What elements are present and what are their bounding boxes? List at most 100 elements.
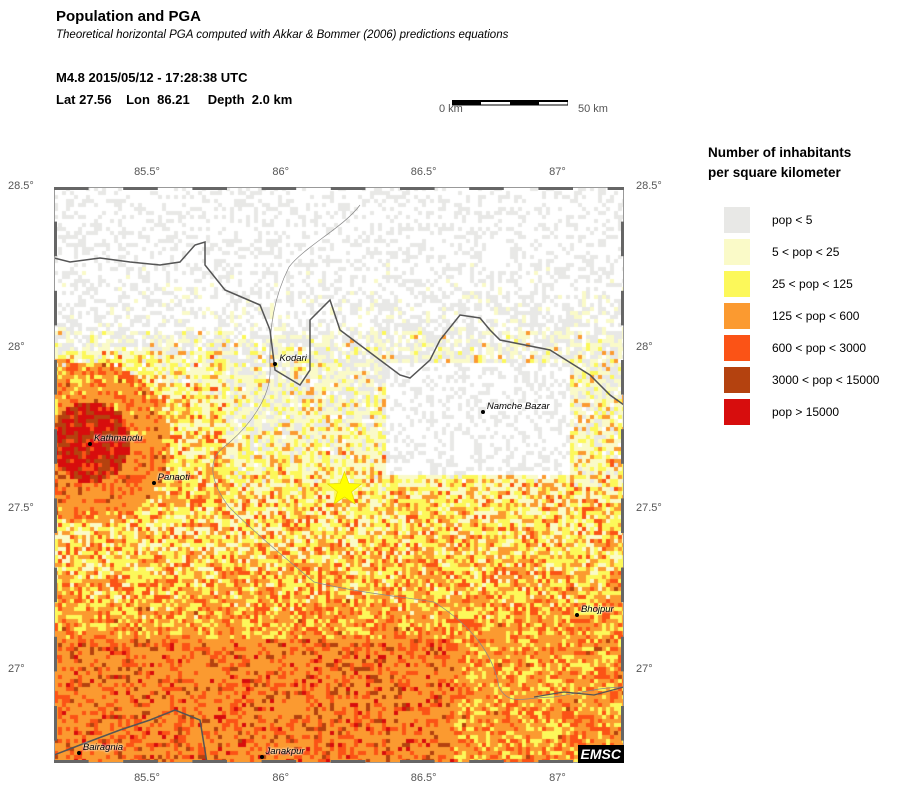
- city-label: Janakpur: [265, 745, 305, 757]
- legend-swatch: [724, 367, 750, 393]
- star-icon: [326, 470, 363, 505]
- population-map[interactable]: Kathmandu Panaoti Kodari Namche Bazar Bhojpu…: [54, 187, 624, 763]
- lon-tick-label: 85.5°: [134, 166, 160, 178]
- legend-label: 600 < pop < 3000: [772, 341, 867, 355]
- legend-title-line2: per square kilometer: [708, 165, 841, 180]
- country-border-china: [54, 240, 624, 406]
- scale-bar: [451, 93, 569, 106]
- frame-bar: [621, 290, 624, 326]
- frame-bar: [621, 429, 624, 464]
- map-title: Population and PGA: [56, 8, 201, 25]
- city-dot-icon: [87, 442, 92, 447]
- legend-item: 125 < pop < 600: [724, 303, 859, 329]
- map-subtitle: Theoretical horizontal PGA computed with…: [56, 29, 509, 41]
- lon-tick-label: 86°: [272, 166, 290, 178]
- legend-swatch: [724, 207, 750, 233]
- frame-bar: [54, 360, 57, 395]
- legend-title: Number of inhabitants per square kilomet…: [708, 143, 851, 183]
- frame-bar: [621, 706, 624, 741]
- frame-bar: [54, 706, 57, 741]
- epicenter-star-icon[interactable]: [326, 470, 363, 505]
- country-border-india-east: [533, 686, 624, 698]
- city-label: Bairagnia: [82, 742, 124, 754]
- frame-bar: [621, 567, 624, 603]
- scale-bar-graphic: [451, 99, 569, 106]
- map-overlay: [54, 187, 624, 763]
- frame-bar: [607, 187, 624, 190]
- lat-tick-label: 27.5°: [636, 501, 662, 514]
- city-dot-icon: [273, 361, 278, 366]
- city-label: Kathmandu: [93, 433, 143, 445]
- city-dot-icon: [76, 751, 81, 756]
- map-frame: [54, 187, 624, 763]
- legend-item: pop > 15000: [724, 399, 839, 425]
- map-frame-outline: [54, 187, 624, 763]
- frame-bar: [54, 567, 57, 603]
- legend-swatch: [724, 335, 750, 361]
- city-label: Namche Bazar: [486, 401, 550, 413]
- city-dot-icon: [574, 612, 579, 617]
- lon-tick-label: 87°: [549, 166, 566, 178]
- legend-item: pop < 5: [724, 207, 812, 233]
- lat-tick-label: 27°: [636, 662, 653, 675]
- frame-bar: [192, 187, 227, 190]
- scale-start-label: 0 km: [439, 103, 463, 115]
- frame-bar: [469, 187, 504, 190]
- legend-title-line1: Number of inhabitants: [708, 145, 852, 160]
- legend-label: pop < 5: [772, 213, 813, 227]
- legend-label: pop > 15000: [772, 405, 840, 419]
- legend-item: 5 < pop < 25: [724, 239, 839, 265]
- frame-bar: [621, 636, 624, 672]
- event-magnitude-time: M4.8 2015/05/12 - 17:28:38 UTC: [56, 70, 248, 85]
- city-label: Kodari: [279, 352, 307, 364]
- legend-label: 125 < pop < 600: [772, 309, 860, 323]
- legend-item: 600 < pop < 3000: [724, 335, 866, 361]
- frame-bar: [192, 760, 227, 763]
- frame-bar: [400, 187, 435, 190]
- lat-tick-label: 27.5°: [8, 501, 34, 514]
- frame-bar: [261, 760, 297, 763]
- frame-bar: [330, 187, 366, 190]
- frame-bar: [400, 760, 435, 763]
- event-location: Lat 27.56 Lon 86.21 Depth 2.0 km: [56, 92, 293, 107]
- legend-item: 3000 < pop < 15000: [724, 367, 879, 393]
- city-label: Bhojpur: [580, 603, 614, 615]
- city-dot-icon: [259, 754, 264, 759]
- city-dot-icon: [151, 481, 156, 486]
- frame-bar: [123, 187, 158, 190]
- lon-tick-label: 86.5°: [410, 166, 437, 178]
- legend-swatch: [724, 303, 750, 329]
- lat-tick-label: 28°: [636, 340, 653, 353]
- frame-bar: [469, 760, 504, 763]
- frame-bar: [538, 760, 573, 763]
- frame-bar: [261, 187, 297, 190]
- river-line: [212, 204, 624, 700]
- frame-bar: [54, 221, 57, 257]
- lat-tick-label: 27°: [8, 662, 25, 675]
- frame-bar: [54, 187, 89, 190]
- legend-label: 5 < pop < 25: [772, 245, 840, 259]
- lon-tick-label: 86.5°: [410, 772, 437, 784]
- legend-swatch: [724, 399, 750, 425]
- frame-bar: [54, 760, 89, 763]
- lat-tick-label: 28.5°: [636, 180, 662, 192]
- frame-bar: [621, 498, 624, 533]
- lon-tick-label: 85.5°: [134, 772, 160, 784]
- frame-bar: [538, 187, 573, 190]
- emsc-logo: EMSC: [577, 745, 624, 763]
- frame-bar: [621, 221, 624, 257]
- frame-bar: [54, 429, 57, 464]
- frame-bar: [54, 290, 57, 326]
- city-label: Panaoti: [157, 472, 190, 484]
- lon-tick-label: 86°: [272, 772, 290, 784]
- legend-item: 25 < pop < 125: [724, 271, 853, 297]
- country-border-india-west: [54, 709, 208, 763]
- frame-bar: [54, 498, 57, 533]
- legend-label: 25 < pop < 125: [772, 277, 853, 291]
- lat-tick-label: 28.5°: [8, 180, 34, 192]
- frame-bar: [621, 360, 624, 395]
- legend-label: 3000 < pop < 15000: [772, 373, 880, 387]
- scale-end-label: 50 km: [578, 103, 608, 115]
- legend-swatch: [724, 239, 750, 265]
- lat-tick-label: 28°: [8, 340, 25, 353]
